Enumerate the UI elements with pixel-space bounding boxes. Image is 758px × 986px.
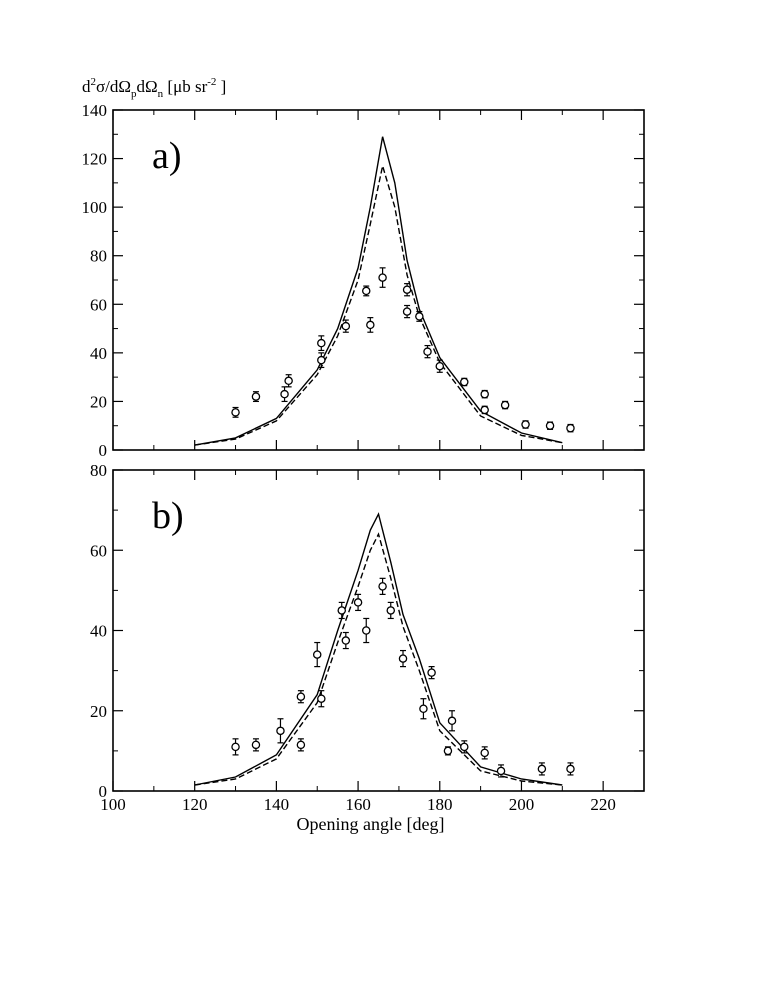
y-tick-label: 0 (99, 441, 108, 460)
data-point (521, 420, 530, 429)
data-point (317, 355, 326, 365)
y-tick-label: 0 (99, 782, 108, 801)
x-tick-label: 220 (590, 795, 616, 814)
data-point (447, 716, 457, 726)
y-tick-label: 60 (90, 541, 107, 560)
data-point (419, 704, 428, 713)
data-point (280, 389, 289, 399)
data-point (353, 598, 363, 607)
data-point (443, 746, 453, 756)
data-point (386, 606, 396, 615)
y-tick-label: 120 (82, 150, 108, 169)
data-point (480, 405, 489, 415)
ylabel-sigma: σ/dΩ (96, 77, 131, 96)
data-point (337, 606, 346, 615)
data-point (378, 582, 387, 591)
data-point (435, 361, 445, 371)
data-point (251, 740, 261, 750)
data-point (566, 423, 575, 433)
data-point (398, 654, 408, 663)
y-tick-label: 60 (90, 295, 107, 314)
y-tick-label: 140 (82, 101, 108, 120)
x-tick-label: 200 (509, 795, 535, 814)
data-point (296, 692, 306, 701)
data-point (496, 766, 506, 776)
y-tick-label: 40 (90, 622, 107, 641)
data-point (460, 377, 469, 387)
data-point (317, 338, 326, 348)
data-point (415, 312, 424, 321)
data-point (276, 726, 285, 736)
ylabel-sup-2: 2 (91, 76, 97, 88)
x-axis-title: Opening angle [deg] (297, 814, 445, 834)
data-point (378, 273, 387, 282)
x-tick-label: 120 (182, 795, 208, 814)
data-point (500, 400, 510, 410)
data-point (537, 764, 547, 774)
x-tick-label: 100 (100, 795, 126, 814)
data-point (251, 392, 261, 401)
data-point (480, 748, 489, 758)
ylabel-close: ] (216, 77, 226, 96)
panel-a: 0 20 40 60 80 100 120 140 a) (82, 101, 645, 460)
ylabel-sup-minus2: -2 (207, 76, 216, 88)
y-tick-label: 20 (90, 392, 107, 411)
data-point (366, 320, 375, 330)
series-solid-line (194, 512, 563, 786)
x-tick-label: 140 (264, 795, 290, 814)
data-point (566, 764, 575, 774)
data-point (423, 347, 432, 356)
data-point (427, 668, 436, 677)
ylabel-domega: dΩ (137, 77, 158, 96)
data-point (231, 408, 240, 417)
data-point (296, 740, 306, 750)
y-tick-label: 80 (90, 461, 107, 480)
data-point (361, 626, 371, 635)
y-tick-label: 80 (90, 247, 107, 266)
ylabel-sub-n: n (158, 88, 164, 100)
ylabel-sub-p: p (131, 88, 137, 100)
series-solid-line (194, 136, 563, 446)
y-tick-label: 20 (90, 702, 107, 721)
data-point (231, 742, 240, 752)
x-tick-label: 160 (345, 795, 371, 814)
ylabel-units: [μb sr (163, 77, 207, 96)
data-point (361, 286, 371, 296)
panel-b: 0 20 40 60 80 100 120 140 160 180 200 220 Opening an… (90, 461, 645, 834)
series-dashed-line (194, 532, 563, 786)
data-point (317, 694, 326, 703)
data-point (402, 307, 412, 316)
panel-b-frame (112, 469, 645, 792)
y-tick-label: 100 (82, 198, 108, 217)
data-point (402, 285, 412, 294)
panel-a-label: a) (152, 135, 182, 177)
data-point (460, 742, 469, 752)
x-tick-label: 180 (427, 795, 453, 814)
data-point (312, 650, 322, 659)
data-point (480, 389, 489, 399)
panel-b-label: b) (152, 495, 184, 537)
data-point (341, 321, 351, 331)
data-point (341, 636, 351, 645)
data-point (545, 421, 555, 430)
y-tick-label: 40 (90, 344, 107, 363)
y-axis-title: d2σ/dΩpdΩn [μb sr-2 ] (82, 76, 226, 100)
data-point (284, 376, 293, 386)
ylabel-d: d (82, 77, 91, 96)
